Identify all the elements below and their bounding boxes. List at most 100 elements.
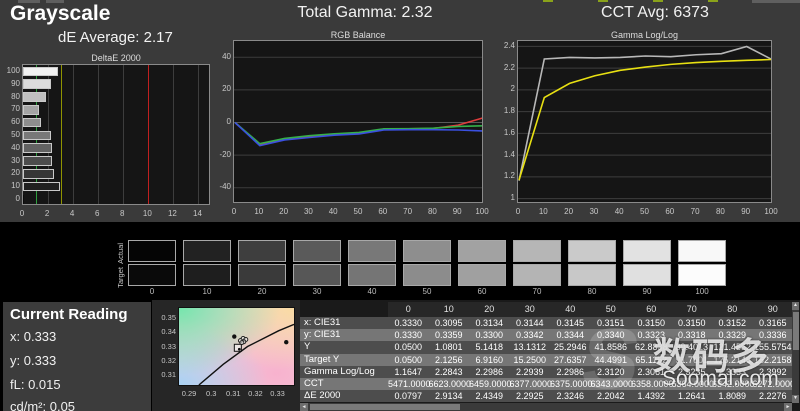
swatch-actual-0 [128,240,176,262]
tick-label: 40 [11,142,20,152]
tick-label: 14 [193,209,202,218]
gamma-chart-title: Gamma Log/Log [610,30,679,40]
table-cell: 155.5754 [753,342,792,353]
deltae-bar [23,194,24,204]
tick-label: 0 [231,207,237,216]
tick-label: 60 [378,207,388,216]
swatch-target-70 [513,264,561,286]
tick-label: 1 [510,193,515,203]
tick-label: 0.34 [161,327,176,337]
table-column-header: 90 [752,302,793,317]
tick-label: 0.31 [161,370,176,380]
table-cell: 0.3150 [677,318,706,328]
actual-row-label: Actual [116,243,125,264]
scroll-arrow[interactable]: ◄ [300,403,308,411]
tick-label: 60 [11,117,20,127]
table-cell: 0.3152 [718,318,747,328]
table-cell: 6358.0000 [631,379,674,389]
scroll-arrow[interactable]: ▼ [792,395,799,403]
gamma-loglog-chart [517,40,772,203]
table-cell: 2.1256 [434,354,463,365]
total-gamma-readout: Total Gamma: 2.32 [297,4,433,21]
table-cell: 0.3336 [758,330,787,341]
tick-label: 10 [11,181,20,191]
table-row-label: Target Y [304,353,340,365]
swatch-target-60 [458,264,506,286]
table-cell: 0.3323 [637,330,666,341]
tick-label: 100 [475,207,489,216]
tick-label: 20 [222,84,231,94]
window-edge-tab [752,0,800,3]
table-cell: 2.4349 [475,391,504,402]
grayscale-swatch-band: Actual Target 0 10 20 30 40 50 60 70 80 90 100 [0,222,800,300]
window-edge-mark [598,0,608,2]
table-cell: 2.2939 [515,366,544,377]
swatch-target-80 [568,264,616,286]
gridline [198,65,200,204]
scroll-arrow[interactable]: ▲ [792,302,799,310]
table-cell: 162.2158 [753,354,792,365]
tick-label: 90 [452,207,462,216]
tick-label: 1.8 [503,106,515,116]
swatch-level-label: 60 [477,287,487,296]
deltae-bar [23,79,51,89]
table-cell: 2.3235 [677,366,706,377]
table-row-x-cie31: x: CIE31 0.3330 0.3095 0.3134 0.3144 0.3145 0.… [300,317,792,330]
tick-label: 0.33 [270,389,285,398]
table-column-header: 80 [712,302,753,317]
tick-label: 2 [510,84,515,94]
table-cell: 1.0801 [434,342,463,353]
table-cell: 0.3151 [596,318,625,328]
table-cell: 0.0797 [394,391,423,402]
table-horizontal-scrollbar[interactable]: ◄ ► [300,403,792,411]
table-row-label: Y [304,341,311,353]
table-cell: 6342.0000 [712,379,755,389]
scroll-thumb[interactable] [792,312,799,350]
measurement-table: 0 10 20 30 40 50 60 70 80 90 x: CIE31 0.3330 0.3095 0… [300,300,800,411]
scroll-thumb[interactable] [310,404,460,410]
swatch-level-label: 0 [149,287,155,296]
table-cell: 15.2500 [513,354,547,365]
tick-label: 60 [665,207,675,216]
table-cell: 1.4392 [637,391,666,402]
scroll-arrow[interactable]: ► [784,403,792,411]
table-row-label: CCT [304,378,324,389]
current-reading-panel: Current Reading x: 0.333 y: 0.333 fL: 0.… [3,302,151,411]
tick-label: 10 [142,209,152,218]
blackbody-locus-line [198,323,294,385]
measured-series-line [518,45,771,181]
tick-label: 100 [764,207,778,216]
table-cell: 6377.0000 [509,379,553,389]
table-cell: 2.3246 [556,391,585,402]
table-cell: 5.1418 [475,342,504,353]
tick-label: 0.3 [205,389,217,398]
table-row-label: y: CIE31 [304,329,341,341]
reading-cdm2: cd/m²: 0.05 [10,399,76,411]
window-edge-tab [18,0,40,3]
table-row-gamma-log-log: Gamma Log/Log 1.1647 2.2843 2.2986 2.2939 2.2… [300,365,792,378]
cie-overlay-svg [198,323,294,385]
tick-label: 50 [11,130,20,139]
tick-label: 0.33 [161,341,176,351]
table-cell: 2.3061 [637,366,666,377]
rgb-balance-svg [234,56,482,189]
table-cell: 2.2986 [556,366,585,377]
tick-label: 1.6 [503,127,515,137]
table-vertical-scrollbar[interactable]: ▲ ▼ [792,302,799,403]
deltae-bar [23,143,53,154]
tick-label: 20 [564,207,574,216]
swatch-actual-70 [513,240,561,262]
deltae-bar [23,156,52,166]
table-cell: 0.3340 [596,330,625,341]
swatch-target-40 [348,264,396,286]
top-charts-section: Grayscale dE Average: 2.17 Total Gamma: … [0,0,800,222]
tick-label: 40 [614,207,624,216]
table-cell: 65.1152 [635,354,668,365]
tick-label: 2.2 [503,62,515,72]
tick-label: 2.4 [503,40,515,50]
deltae-bar [23,66,59,77]
table-cell: 1.8089 [718,391,747,402]
table-cell: 5471.0000 [388,379,431,389]
table-cell: 2.3992 [758,366,787,377]
